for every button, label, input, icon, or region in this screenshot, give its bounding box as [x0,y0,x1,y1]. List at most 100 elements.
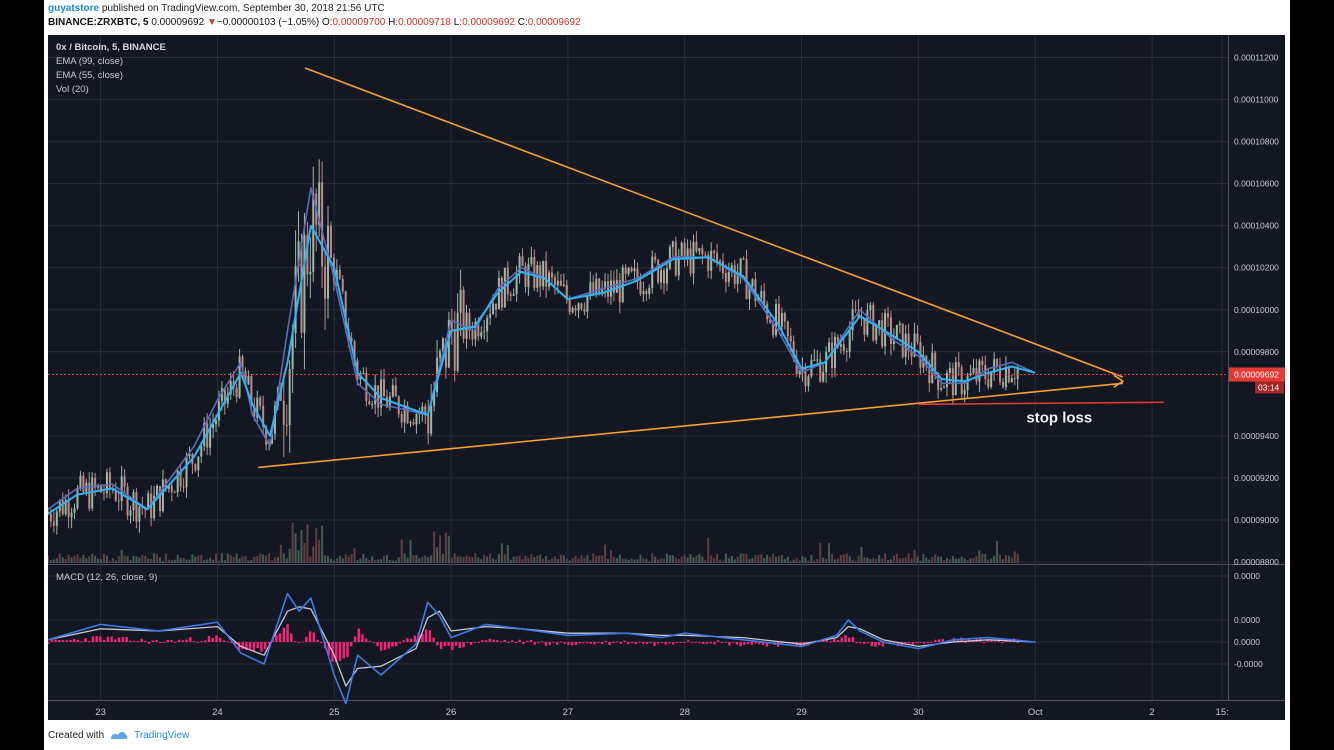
legend-ema55[interactable]: EMA (55, close) [56,70,124,81]
volume-bar [506,544,509,563]
candle-body [984,365,987,380]
volume-bar [689,554,692,563]
histogram-bar [140,638,143,642]
histogram-bar [728,642,731,646]
volume-bar [61,557,64,563]
candle-body [627,267,630,274]
candle-body [987,379,990,387]
candle-body [509,294,512,296]
macd-tick-label: 0.0000 [1234,571,1260,581]
volume-bar [810,554,813,563]
histogram-bar [248,642,252,650]
volume-bar [884,553,887,563]
candle-body [153,495,156,519]
ema99-line [48,187,1036,511]
volume-bar [598,555,601,563]
volume-bar [85,558,88,563]
volume-bar [910,558,913,563]
volume-bar [851,559,854,563]
macd-tick-label: -0.0000 [1234,659,1263,669]
histogram-bar [690,642,694,643]
volume-bar [94,555,97,563]
candle-body [465,312,468,339]
volume-bar [707,537,710,563]
candle-body [604,281,607,288]
candle-body [813,359,816,361]
candle-body [530,256,533,265]
histogram-bar [260,642,263,652]
candle-body [866,310,869,335]
histogram-bar [234,642,237,645]
volume-bar [512,556,515,563]
volume-bar [474,553,477,563]
macd-tick-label: 0.0000 [1234,615,1260,625]
histogram-bar [144,640,147,642]
volume-bar [648,560,651,563]
candle-body [471,330,474,340]
candle-body [990,372,993,387]
candle-body [353,341,356,361]
candle-body [285,424,288,426]
volume-bar [940,556,943,563]
histogram-bar [316,639,319,642]
histogram-bar [937,639,941,642]
legend-ema99[interactable]: EMA (99, close) [56,56,124,67]
chart-area[interactable]: 23 24 25 26 27 28 29 30 Oct 2 15: 0.00011200 0.00011… [48,35,1285,720]
histogram-bar [990,639,993,642]
candle-body [518,256,521,274]
histogram-bar [286,624,289,642]
histogram-bar [694,641,697,643]
volume-bar [447,535,450,563]
candle-body [156,485,159,496]
candle-body [819,359,822,382]
volume-bar [1013,551,1016,563]
volume-bar [250,560,253,563]
histogram-bar [930,641,933,643]
candle-body [226,394,229,404]
volume-bar [88,556,91,563]
author-link[interactable]: guyatstore [48,3,100,14]
tradingview-link[interactable]: TradingView [134,729,190,741]
histogram-bar [252,642,256,652]
volume-bar [1016,553,1019,563]
volume-bar [52,559,55,563]
volume-bar [713,558,716,563]
volume-bar [276,557,279,563]
candle-body [562,284,565,286]
candle-body [383,379,386,397]
y-tick-label: 0.00008800 [1234,557,1279,567]
volume-bar [733,559,736,563]
histogram-bar [84,638,87,642]
volume-bar [866,557,869,563]
legend-volume[interactable]: Vol (20) [56,84,89,95]
candle-body [524,266,527,288]
candle-body [583,309,586,312]
volume-bar [188,559,191,563]
candle-body [197,456,200,471]
candle-body [710,250,713,271]
volume-bar [200,554,203,563]
volume-bar [141,555,144,563]
candle-body [362,372,365,374]
high-value: 0.00009718 [398,17,451,28]
volume-bar [294,533,297,563]
histogram-bar [48,642,50,645]
candle-body [312,193,315,272]
volume-bar [527,557,530,563]
volume-bar [769,556,772,563]
volume-bar [727,558,730,563]
chart-svg[interactable]: 23 24 25 26 27 28 29 30 Oct 2 15: 0.00011200 0.00011… [48,35,1285,720]
volume-bar [545,556,548,563]
volume-bar [397,557,400,563]
candle-body [215,420,218,425]
candle-body [777,304,780,327]
candle-body [842,344,845,352]
histogram-bar [503,639,506,642]
volume-bar [860,547,863,563]
volume-bar [265,555,268,563]
volume-bar [303,542,306,563]
candles-group [48,159,1019,535]
candle-body [223,388,226,404]
candle-body [601,287,604,295]
legend-macd[interactable]: MACD (12, 26, close, 9) [56,572,158,583]
